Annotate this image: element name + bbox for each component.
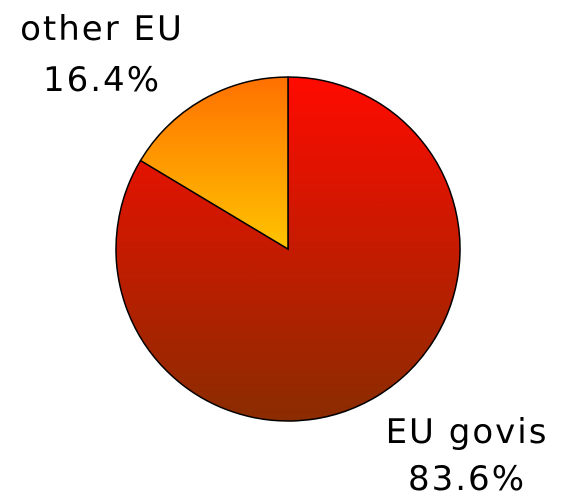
slice-label-other-eu: other EU — [20, 9, 184, 49]
slice-label-eu-govis: EU govis — [386, 412, 549, 452]
slice-percent-eu-govis: 83.6% — [408, 459, 526, 498]
slice-percent-other-eu: 16.4% — [43, 60, 161, 100]
pie-slice-other-eu — [139, 76, 289, 251]
